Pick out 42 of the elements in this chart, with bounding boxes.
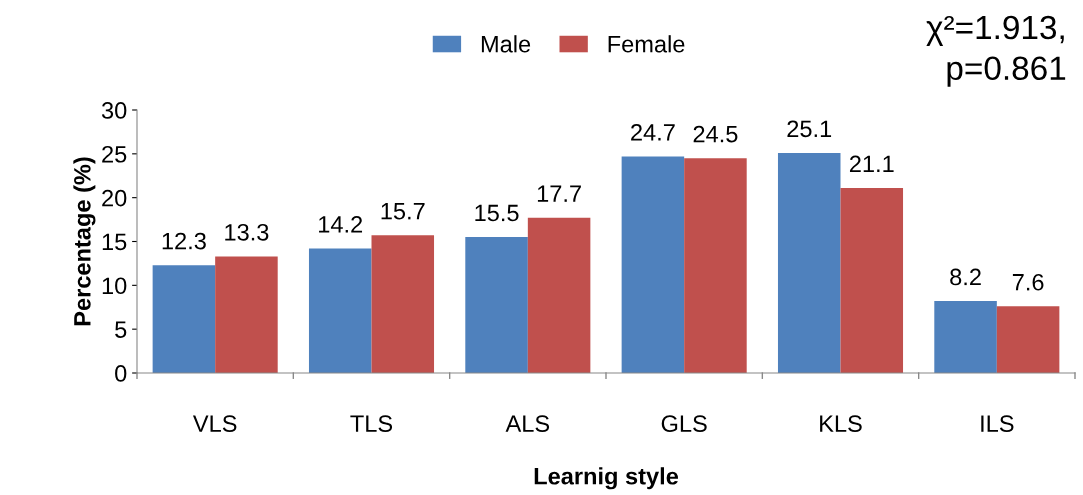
y-tick-label: 20: [102, 189, 127, 207]
data-label: 15.7: [381, 203, 425, 220]
y-tick-label: 0: [115, 365, 127, 382]
data-label: 25.1: [787, 120, 832, 138]
bar: [371, 235, 435, 373]
data-label: 15.5: [475, 204, 519, 222]
x-tick-label: ALS: [505, 415, 550, 433]
legend-label: Male: [481, 35, 531, 53]
x-tick-label: VLS: [192, 415, 237, 433]
y-tick-label: 10: [102, 277, 127, 295]
text: χ²=1.913, p=0.861: [926, 15, 1066, 87]
bar: [215, 256, 278, 373]
bar: [684, 158, 747, 373]
data-label: 21.1: [849, 155, 894, 173]
x-axis-title: Learnig style: [534, 467, 679, 490]
bar: [934, 301, 997, 373]
data-label: 24.5: [693, 125, 738, 143]
data-label: 24.7: [631, 123, 675, 141]
bar: [527, 217, 591, 373]
bar: [996, 306, 1060, 373]
data-label: 12.3: [162, 232, 206, 250]
data-label: 8.2: [950, 268, 981, 286]
legend-label: Female: [608, 35, 685, 53]
data-label: 13.3: [225, 223, 269, 241]
y-tick-label: 25: [102, 145, 127, 163]
data-label: 7.6: [1012, 273, 1044, 291]
y-tick-label: 30: [101, 102, 127, 119]
x-tick-label: GLS: [661, 415, 707, 433]
y-tick-label: 15: [102, 233, 127, 251]
data-label: 14.2: [319, 216, 363, 233]
x-tick-label: KLS: [820, 415, 862, 433]
bar: [308, 248, 372, 373]
x-tick-label: TLS: [350, 415, 393, 433]
bar: [465, 237, 528, 373]
bar: [840, 188, 904, 373]
y-tick-label: 5: [115, 321, 127, 338]
bar: [152, 265, 216, 373]
bar: [621, 156, 685, 373]
y-axis-title: Percentage (%): [73, 157, 96, 326]
x-tick-label: ILS: [981, 415, 1014, 433]
bar: [777, 152, 841, 373]
data-label: 17.7: [537, 185, 581, 202]
